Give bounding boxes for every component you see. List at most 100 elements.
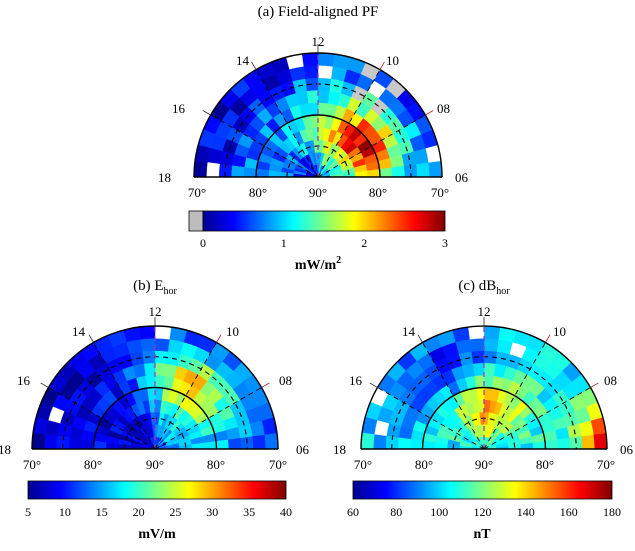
heatmap-cell xyxy=(31,432,46,450)
heatmap-cell xyxy=(264,432,279,450)
colorbar-tick: 180 xyxy=(603,505,621,519)
mlt-grid-line xyxy=(317,69,381,178)
heatmap-cell xyxy=(306,89,319,104)
colorbar-tick: 120 xyxy=(474,505,492,519)
heatmap-cell xyxy=(138,325,156,340)
heatmap-cell xyxy=(317,52,335,67)
panel-b-grid xyxy=(31,317,279,450)
heatmap-cell xyxy=(409,439,424,450)
heatmap-cell xyxy=(303,65,319,79)
lat-label-70-left: 70° xyxy=(188,185,206,200)
colorbar-tick: 40 xyxy=(280,505,292,519)
mlt-label-16: 16 xyxy=(172,101,186,116)
heatmap-cell xyxy=(360,432,375,450)
mlt-label-16: 16 xyxy=(349,373,363,388)
mlt-tick xyxy=(379,61,385,70)
mlt-grid-line xyxy=(377,387,485,450)
heatmap-cell xyxy=(416,162,430,178)
panel-c: (c) dBhor 18 16 14 12 10 08 06 70° 80° 9… xyxy=(333,278,634,542)
lat-label-80-left: 80° xyxy=(249,185,267,200)
colorbar-gradient xyxy=(352,480,613,500)
lat-label-90: 90° xyxy=(309,185,327,200)
heatmap-cell xyxy=(154,362,167,377)
mlt-label-14: 14 xyxy=(72,324,86,339)
heatmap-cell xyxy=(593,432,608,450)
colorbar-tick: 10 xyxy=(59,505,71,519)
lat-label-70-right: 70° xyxy=(269,457,287,472)
panel-b-mlt-labels: 18 16 14 12 10 08 06 xyxy=(0,304,310,457)
mlt-label-10: 10 xyxy=(553,324,566,339)
mlt-grid-line xyxy=(422,342,485,450)
mlt-label-16: 16 xyxy=(17,373,31,388)
colorbar-tick: 1 xyxy=(281,236,287,250)
colorbar-unit: mW/m2 xyxy=(295,255,341,273)
mlt-label-06: 06 xyxy=(455,170,469,185)
colorbar-tick: 30 xyxy=(206,505,218,519)
heatmap-cell xyxy=(93,440,107,450)
panel-a-grid xyxy=(193,44,443,178)
mlt-grid-line xyxy=(154,342,217,450)
lat-label-70-right: 70° xyxy=(431,185,449,200)
colorbar-gradient xyxy=(202,210,446,232)
mlt-label-18: 18 xyxy=(158,170,171,185)
heatmap-cell xyxy=(373,434,387,450)
mlt-grid-line xyxy=(483,342,546,450)
colorbar-tick: 160 xyxy=(560,505,578,519)
panel-c-colorbar: 60 80 100 120 140 160 180 nT xyxy=(347,480,621,542)
colorbar-tick: 20 xyxy=(133,505,145,519)
heatmap-cell xyxy=(581,434,595,450)
panel-c-heatmap xyxy=(360,325,608,450)
lat-circle-80deg xyxy=(421,386,547,450)
mlt-tick xyxy=(202,110,211,116)
lat-label-80-right: 80° xyxy=(536,457,554,472)
heatmap-cell xyxy=(483,362,496,377)
colorbar-unit: mV/m xyxy=(138,527,176,542)
lat-label-70-right: 70° xyxy=(597,457,615,472)
mlt-label-08: 08 xyxy=(279,373,292,388)
colorbar-tick: 0 xyxy=(200,236,206,250)
mlt-tick xyxy=(40,382,49,388)
heatmap-cell xyxy=(44,434,58,450)
mlt-grid-line xyxy=(154,387,262,450)
mlt-tick xyxy=(251,61,257,70)
panel-b-colorbar: 5 10 15 20 25 30 35 40 mV/m xyxy=(25,480,292,542)
heatmap-cell xyxy=(483,374,494,389)
mlt-label-18: 18 xyxy=(333,442,346,457)
heatmap-cell xyxy=(140,338,156,352)
colorbar-nodata-swatch xyxy=(188,210,204,232)
mlt-tick xyxy=(417,334,423,343)
colorbar-tick: 2 xyxy=(361,236,367,250)
heatmap-cell xyxy=(143,362,156,377)
panel-a-title: (a) Field-aligned PF xyxy=(258,4,379,20)
heatmap-cell xyxy=(317,102,328,116)
panel-c-mlt-labels: 18 16 14 12 10 08 06 xyxy=(333,304,634,457)
heatmap-cell xyxy=(556,437,571,450)
mlt-label-10: 10 xyxy=(386,53,399,68)
heatmap-cell xyxy=(154,387,164,401)
heatmap-cell xyxy=(317,114,327,129)
colorbar-tick: 140 xyxy=(517,505,535,519)
heatmap-cell xyxy=(206,162,220,178)
heatmap-cell xyxy=(422,440,436,450)
mlt-grid-line xyxy=(255,69,319,178)
heatmap-cell xyxy=(80,439,95,450)
heatmap-cell xyxy=(68,437,83,450)
lat-circle-80deg xyxy=(92,386,218,450)
heatmap-cell xyxy=(154,374,165,389)
heatmap-cell xyxy=(255,168,270,178)
heatmap-cell xyxy=(391,165,406,178)
colorbar-tick: 60 xyxy=(347,505,359,519)
colorbar-tick: 100 xyxy=(430,505,448,519)
colorbar-unit: nT xyxy=(473,527,491,542)
mlt-tick xyxy=(590,382,599,388)
mlt-grid-line xyxy=(48,387,156,450)
mlt-label-08: 08 xyxy=(604,373,617,388)
heatmap-cell xyxy=(243,167,257,178)
panel-a: (a) Field-aligned PF 18 16 14 12 10 08 0… xyxy=(158,4,469,273)
mlt-tick xyxy=(88,334,94,343)
mlt-label-06: 06 xyxy=(296,442,310,457)
mlt-label-06: 06 xyxy=(620,442,634,457)
heatmap-cell xyxy=(428,160,443,178)
lat-label-70-left: 70° xyxy=(23,457,41,472)
